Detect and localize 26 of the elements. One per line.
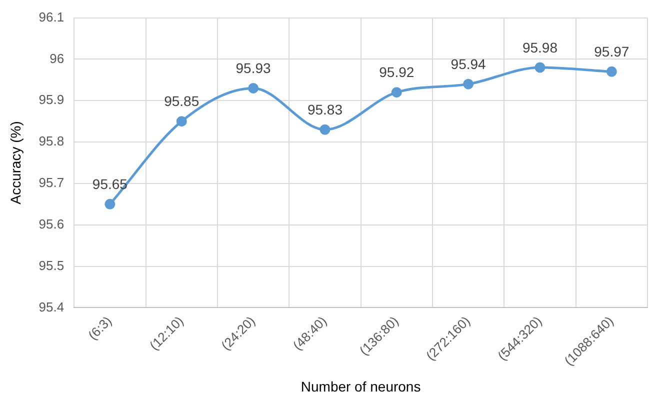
point: [534, 62, 546, 73]
data-label: 95.97: [594, 44, 630, 60]
data-label: 95.93: [236, 60, 272, 76]
point: [606, 66, 617, 77]
y-tick-label: 95.6: [38, 216, 64, 232]
data-label: 95.92: [379, 64, 414, 80]
x-axis-title: Number of neurons: [300, 378, 421, 394]
y-tick-label: 95.8: [38, 134, 64, 149]
point: [248, 82, 259, 94]
point: [104, 198, 116, 210]
point: [176, 116, 187, 127]
data-label: 95.65: [92, 176, 128, 192]
y-axis-title: Accuracy (%): [7, 121, 24, 204]
point: [463, 78, 474, 90]
data-label: 95.94: [450, 56, 486, 72]
data-label: 95.83: [307, 101, 343, 118]
data-label: 95.98: [522, 39, 558, 56]
data-label: 95.85: [164, 93, 200, 110]
y-tick-label: 95.9: [38, 92, 64, 108]
y-tick-label: 96.1: [38, 9, 64, 24]
point: [391, 87, 402, 98]
y-tick-label: 95.7: [38, 175, 64, 190]
y-tick-label: 95.4: [38, 299, 64, 314]
y-tick-label: 95.5: [38, 258, 64, 273]
y-tick-label: 96: [50, 50, 64, 66]
point: [320, 124, 330, 135]
